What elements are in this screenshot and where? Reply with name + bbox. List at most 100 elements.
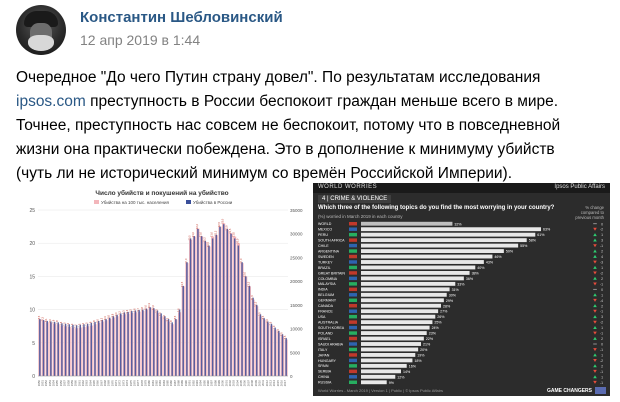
- bar-count: [281, 334, 284, 376]
- bar-count: [222, 224, 225, 376]
- bar-value-label: 8,5: [37, 315, 41, 319]
- x-tick-label: 1969: [107, 380, 111, 387]
- x-tick-label: 2013: [268, 380, 272, 387]
- post-text-segment: жизни она практически побеждена. Это в д…: [16, 141, 555, 158]
- y-right-tick-label: 5000: [290, 350, 301, 355]
- x-tick-label: 2014: [272, 380, 276, 387]
- bar-value-label: 7,6: [268, 321, 272, 325]
- y-left-tick-label: 15: [29, 274, 35, 280]
- x-tick-label: 1979: [143, 380, 147, 387]
- bar-count: [101, 320, 104, 376]
- flag-icon: [349, 331, 357, 335]
- country-label: ISRAEL: [318, 337, 331, 341]
- bar-count: [252, 297, 254, 376]
- x-tick-label: 1957: [63, 380, 67, 387]
- change-value-label: 1: [601, 375, 603, 379]
- change-value-label: -2: [600, 228, 603, 232]
- change-down-icon: [593, 227, 597, 231]
- change-up-icon: [593, 326, 597, 329]
- x-tick-label: 2007: [246, 380, 250, 387]
- worry-bar: [361, 232, 536, 237]
- country-label: ITALY: [318, 348, 328, 352]
- worry-bar: [361, 260, 484, 264]
- x-tick-label: 1993: [195, 380, 199, 387]
- x-tick-label: 1950: [37, 380, 41, 387]
- post-text-line: (чуть ли не исторический минимум со врем…: [16, 162, 606, 186]
- country-label: ARGENTINA: [318, 249, 340, 253]
- change-value-label: -2: [600, 359, 603, 363]
- change-up-icon: [593, 336, 597, 340]
- bar-count: [50, 321, 52, 376]
- bar-count: [64, 323, 67, 376]
- x-tick-label: 1965: [92, 380, 96, 387]
- x-tick-label: 1966: [96, 380, 100, 387]
- bar-value-label: 8,6: [107, 315, 111, 319]
- change-down-icon: [593, 260, 597, 264]
- world-worries-image[interactable]: WORLD WORRIES Ipsos Public Affairs 4 | C…: [313, 183, 610, 396]
- ipsos-link[interactable]: ipsos.com: [16, 93, 86, 110]
- change-value-label: 1: [601, 266, 603, 270]
- country-label: INDIA: [318, 288, 328, 292]
- flag-icon: [349, 309, 357, 313]
- bar-count: [197, 228, 199, 376]
- bar-value-label: 8,0: [265, 319, 269, 323]
- bar-count: [112, 316, 115, 376]
- x-tick-label: 1958: [66, 380, 70, 387]
- country-label: GREAT BRITAIN: [318, 271, 345, 275]
- country-label: SOUTH AFRICA: [318, 239, 345, 243]
- bar-count: [233, 238, 236, 376]
- worry-value-label: 12%: [397, 375, 405, 379]
- worry-bar: [361, 281, 456, 286]
- bar-count: [145, 308, 148, 376]
- bar-count: [46, 320, 48, 376]
- worry-bar: [361, 331, 427, 335]
- worry-value-label: 26%: [437, 315, 445, 319]
- bar-count: [153, 308, 155, 376]
- x-tick-label: 1995: [202, 380, 206, 387]
- flag-icon: [349, 304, 357, 308]
- worry-value-label: 29%: [446, 299, 454, 303]
- x-tick-label: 1991: [188, 380, 192, 387]
- country-label: WORLD: [318, 222, 332, 226]
- change-up-icon: [593, 315, 597, 319]
- worry-value-label: 20%: [420, 348, 428, 352]
- change-down-icon: [593, 331, 597, 335]
- legend-swatch-count: [186, 200, 191, 204]
- flag-icon: [349, 380, 357, 384]
- bar-value-label: 21,0: [199, 231, 203, 237]
- bar-value-label: 9,7: [136, 307, 140, 311]
- post-timestamp[interactable]: 12 апр 2019 в 1:44: [80, 32, 201, 48]
- worry-bar: [361, 314, 436, 319]
- flag-icon: [349, 314, 357, 319]
- bar-value-label: 8,0: [48, 319, 52, 323]
- bar-count: [90, 322, 93, 376]
- worry-bar: [361, 249, 504, 253]
- bar-value-label: 8,2: [99, 317, 103, 321]
- flag-icon: [349, 282, 357, 286]
- bar-count: [123, 312, 126, 376]
- y-right-tick-label: 20000: [290, 279, 303, 284]
- bar-count: [248, 285, 251, 376]
- bar-value-label: 17,0: [239, 258, 243, 264]
- homicide-chart-image[interactable]: Число убийств и покушений на убийство Уб…: [16, 183, 308, 396]
- avatar[interactable]: [16, 5, 66, 55]
- bar-value-label: 8,2: [166, 317, 170, 321]
- bar-value-label: 7,4: [66, 323, 70, 327]
- bar-count: [182, 285, 184, 376]
- country-label: USA: [318, 315, 326, 319]
- author-name[interactable]: Константин Шебловинский: [80, 9, 283, 26]
- change-value-label: 1: [601, 233, 603, 237]
- flag-icon: [349, 358, 357, 363]
- worry-bar: [361, 287, 450, 292]
- change-value-label: 3: [601, 239, 603, 243]
- change-up-icon: [593, 293, 597, 297]
- flag-icon: [349, 298, 357, 302]
- x-tick-label: 1971: [114, 380, 118, 387]
- bar-value-label: 22,2: [195, 224, 199, 230]
- bar-value-label: 13,5: [180, 281, 184, 287]
- country-label: JAPAN: [318, 353, 330, 357]
- x-tick-label: 1974: [125, 380, 129, 387]
- post-text-line: Очередное "До чего Путин страну довел". …: [16, 66, 606, 90]
- bar-count: [42, 320, 45, 376]
